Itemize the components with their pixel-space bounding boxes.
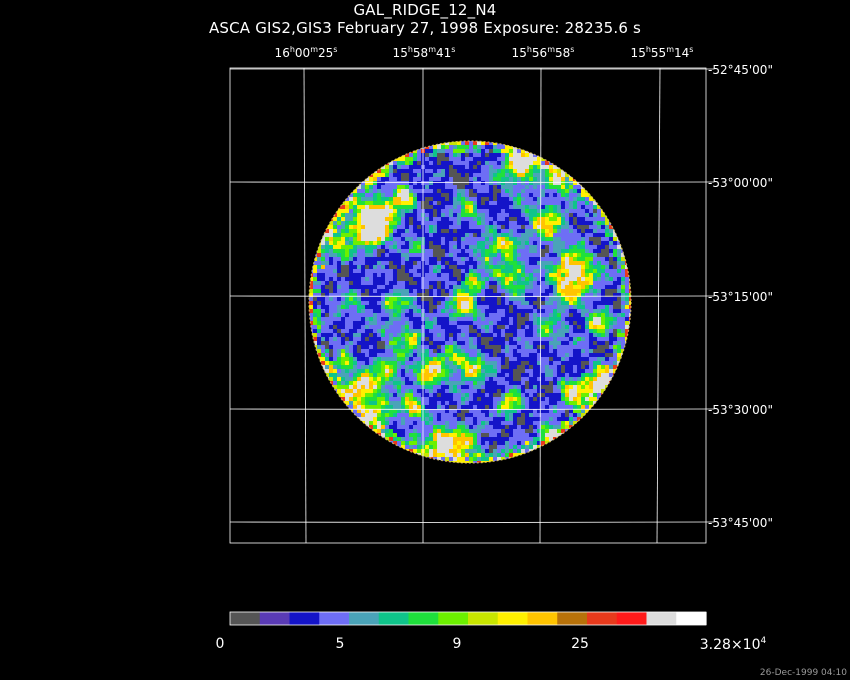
colorbar-label-max: 3.28×104 bbox=[699, 636, 767, 653]
ra-label: 15h55m14s bbox=[630, 45, 694, 60]
dec-label: -52°45'00" bbox=[708, 63, 773, 77]
colorbar-swatch bbox=[408, 612, 439, 625]
plot-frame bbox=[229, 67, 707, 544]
colorbar bbox=[229, 611, 707, 626]
colorbar-swatch bbox=[646, 612, 677, 625]
colorbar-swatch bbox=[557, 612, 588, 625]
exposure-disk bbox=[309, 141, 631, 463]
grid-ra-line bbox=[303, 67, 307, 544]
grid-dec-line bbox=[229, 408, 707, 410]
observation-subtitle: ASCA GIS2,GIS3 February 27, 1998 Exposur… bbox=[208, 19, 642, 37]
colorbar-swatch bbox=[527, 612, 558, 625]
tick-mark bbox=[706, 68, 714, 523]
grid-ra-line bbox=[539, 67, 542, 544]
colorbar-frame bbox=[229, 611, 707, 626]
colorbar-swatch bbox=[259, 612, 291, 625]
colorbar-swatch bbox=[616, 612, 648, 625]
ra-label: 15h58m41s bbox=[392, 45, 456, 60]
colorbar-swatch bbox=[497, 612, 529, 625]
grid-dec-line bbox=[229, 181, 707, 183]
colorbar-swatch bbox=[676, 612, 707, 625]
colorbar-swatch bbox=[438, 612, 469, 625]
dec-label: -53°15'00" bbox=[708, 290, 773, 304]
colorbar-swatch bbox=[468, 612, 499, 625]
dec-label: -53°00'00" bbox=[708, 176, 773, 190]
colorbar-swatch bbox=[587, 612, 618, 625]
disk-edge bbox=[308, 140, 632, 464]
colorbar-swatch bbox=[378, 612, 410, 625]
grid-dec-line bbox=[229, 295, 707, 297]
object-title: GAL_RIDGE_12_N4 bbox=[353, 1, 497, 19]
ra-label: 15h56m58s bbox=[511, 45, 575, 60]
colorbar-label: 9 bbox=[452, 636, 462, 652]
grid-ra-line bbox=[656, 67, 661, 544]
coordinate-grid bbox=[229, 67, 714, 544]
colorbar-swatch bbox=[349, 612, 380, 625]
ra-label: 16h00m25s bbox=[274, 45, 338, 60]
dec-label: -53°45'00" bbox=[708, 516, 773, 530]
colorbar-label: 25 bbox=[571, 636, 589, 652]
colorbar-swatch bbox=[289, 612, 320, 625]
dec-label: -53°30'00" bbox=[708, 403, 773, 417]
colorbar-swatch bbox=[230, 612, 261, 625]
colorbar-label: 5 bbox=[335, 636, 345, 652]
timestamp: 26-Dec-1999 04:10 bbox=[759, 668, 847, 678]
colorbar-label-min: 0 bbox=[215, 636, 225, 652]
grid-dec-line bbox=[229, 521, 707, 523]
colorbar-swatch bbox=[319, 612, 350, 625]
